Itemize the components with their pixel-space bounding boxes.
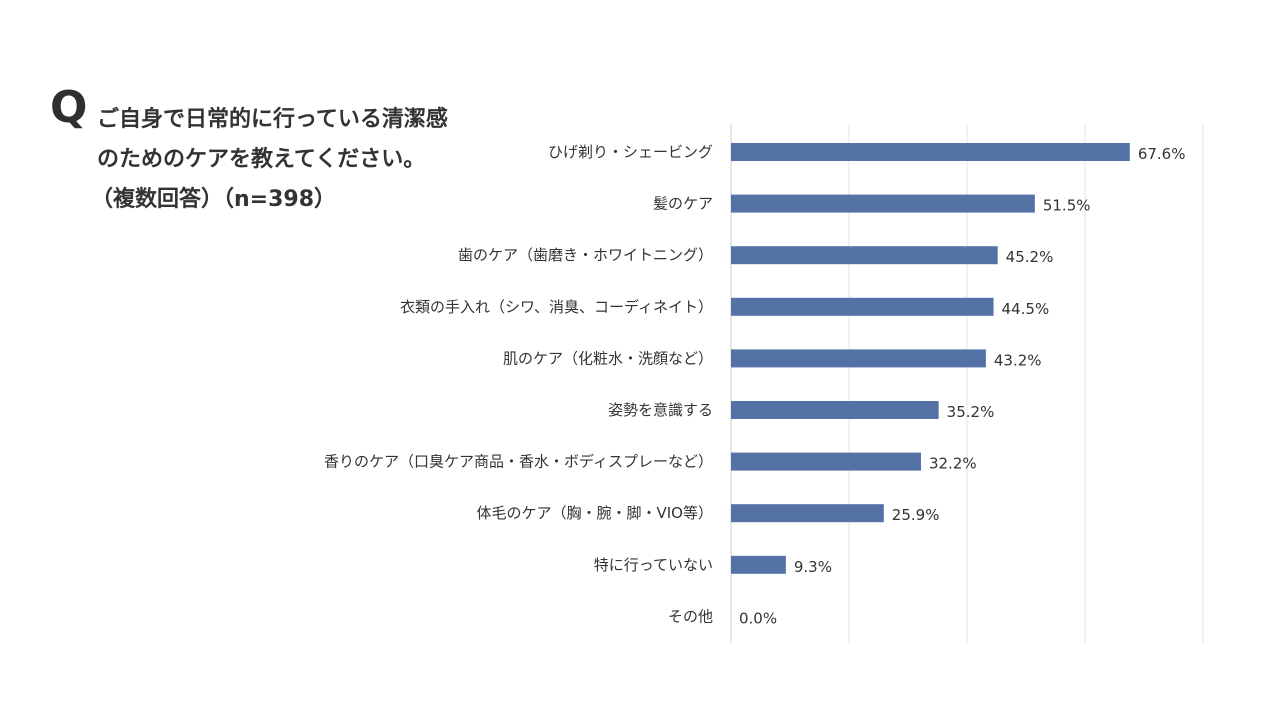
value-label: 0.0% [739, 609, 777, 627]
bar [731, 246, 998, 265]
bar [731, 555, 786, 574]
question-line-3: （複数回答）（n=398） [91, 187, 337, 212]
category-label: 香りのケア（口臭ケア商品・香水・ボディスプレーなど） [324, 453, 713, 471]
bar [731, 194, 1035, 213]
value-label: 67.6% [1138, 145, 1186, 163]
value-label: 32.2% [929, 455, 977, 473]
value-label: 9.3% [794, 558, 832, 576]
category-label: 特に行っていない [594, 556, 713, 574]
question-title: ご自身で日常的に行っている清潔感 のためのケアを教えてください。 （複数回答）（… [91, 100, 517, 220]
category-label: 歯のケア（歯磨き・ホワイトニング） [458, 246, 713, 264]
category-label: 肌のケア（化粧水・洗顔など） [503, 349, 713, 367]
bar [731, 452, 921, 471]
value-label: 45.2% [1006, 248, 1054, 266]
category-label: ひげ剃り・シェービング [548, 143, 713, 161]
category-label: 衣類の手入れ（シワ、消臭、コーディネイト） [400, 298, 713, 316]
bar [731, 297, 994, 316]
value-label: 44.5% [1002, 300, 1050, 318]
category-label: 髪のケア [653, 195, 713, 213]
category-label: 体毛のケア（胸・腕・脚・VIO等） [477, 504, 714, 522]
value-label: 25.9% [892, 506, 940, 524]
question-line-2: のためのケアを教えてください。 [97, 147, 426, 172]
bar [731, 401, 939, 419]
category-label: 姿勢を意識する [608, 401, 713, 419]
bar [731, 504, 884, 523]
question-line-1: ご自身で日常的に行っている清潔感 [97, 107, 448, 132]
category-label: その他 [668, 607, 713, 625]
value-label: 43.2% [994, 351, 1042, 369]
value-label: 35.2% [947, 403, 995, 421]
bar [731, 349, 986, 368]
question-mark: Q [50, 82, 88, 133]
value-label: 51.5% [1043, 197, 1091, 215]
bar [731, 143, 1130, 161]
